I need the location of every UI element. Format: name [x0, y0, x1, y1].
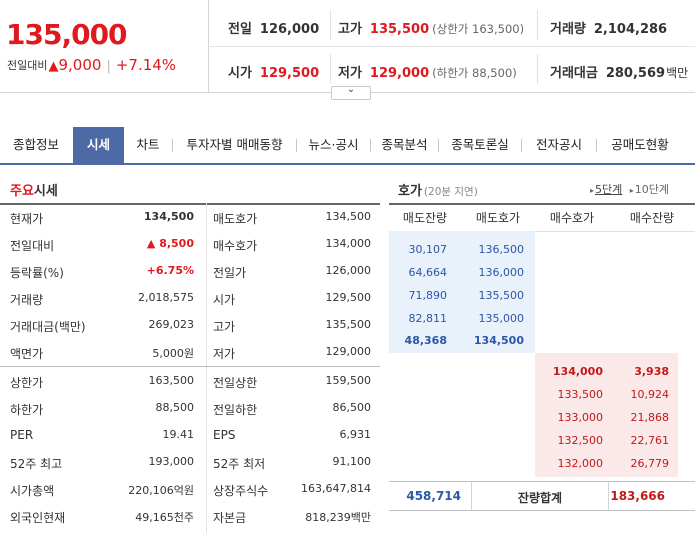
tab-bar: 종합정보 시세 차트 투자자별 매매동향 뉴스·공시 종목분석 종목토론실 전자…	[0, 127, 695, 165]
tab-quotes[interactable]: 시세	[73, 127, 124, 163]
info-open: 시가 129,500	[228, 66, 320, 81]
tab-news[interactable]: 뉴스·공시	[308, 137, 359, 152]
ask-price: 135,000	[478, 312, 525, 325]
change-label: 전일대비	[7, 59, 48, 72]
bid-qty: 10,924	[630, 388, 670, 401]
ask-price: 136,000	[478, 266, 525, 279]
ask-area	[389, 231, 535, 353]
ask-price: 134,500	[473, 334, 524, 347]
header-bid-price: 매수호가	[535, 205, 609, 231]
divider	[521, 139, 522, 152]
orderbook-totals: 458,714 잔량합계 183,666	[389, 481, 695, 511]
divider	[296, 139, 297, 152]
total-label: 잔량합계	[517, 491, 563, 505]
tab-chart[interactable]: 차트	[136, 137, 160, 152]
total-bid-qty: 183,666	[610, 489, 665, 503]
current-price-box: 135,000 전일대비▲9,000 | +7.14%	[0, 0, 209, 92]
tab-discussion[interactable]: 종목토론실	[451, 137, 509, 152]
bid-qty: 3,938	[634, 365, 669, 378]
info-high: 고가 135,500 (상한가 163,500)	[338, 22, 525, 37]
divider	[596, 139, 597, 152]
bid-price: 132,000	[557, 457, 604, 470]
table-row: 전일대비 ▲ 8,500 매수호가 134,000	[10, 237, 371, 253]
orderbook-table	[389, 203, 695, 205]
info-volume: 거래량 2,104,286	[550, 22, 668, 37]
divider: |	[106, 59, 111, 74]
orderbook-title: 호가 (20분 지연)	[398, 184, 478, 199]
divider	[206, 203, 207, 533]
header-bid-qty: 매수잔량	[609, 205, 695, 231]
ask-price: 135,500	[478, 289, 525, 302]
table-row: 현재가 134,500 매도호가 134,500	[10, 210, 371, 226]
tab-analysis[interactable]: 종목분석	[381, 137, 428, 152]
chevron-down-icon: ⌄	[346, 84, 356, 95]
price-header: 135,000 전일대비▲9,000 | +7.14% 전일 126,000 고가 13…	[0, 0, 695, 93]
step-10-link[interactable]: 10단계	[634, 183, 669, 196]
triangle-right-icon: ▸	[589, 186, 594, 195]
step-5-link[interactable]: 5단계	[594, 183, 623, 196]
divider	[537, 54, 538, 84]
divider	[172, 139, 173, 152]
ask-qty: 64,664	[408, 266, 448, 279]
table-row: 외국인현재 49,165천주 자본금 818,239백만	[10, 511, 371, 525]
divider	[438, 139, 439, 152]
header-ask-price: 매도호가	[461, 205, 535, 231]
ask-price: 136,500	[478, 243, 525, 256]
table-row: 액면가 5,000원 저가 129,000	[10, 345, 371, 361]
divider	[608, 482, 609, 510]
divider	[370, 139, 371, 152]
divider	[471, 482, 472, 510]
current-price: 135,000	[6, 18, 128, 51]
tab-short-selling[interactable]: 공매도현황	[611, 137, 669, 152]
tab-disclosure[interactable]: 전자공시	[535, 137, 582, 152]
table-row: PER 19.41 EPS 6,931	[10, 428, 371, 442]
table-row: 등락률(%) +6.75% 전일가 126,000	[10, 264, 371, 280]
divider	[0, 366, 380, 367]
ask-qty: 82,811	[408, 312, 448, 325]
divider	[537, 10, 538, 40]
bid-price: 133,000	[557, 411, 604, 424]
section-title: 주요시세	[10, 184, 58, 199]
bid-qty: 26,779	[630, 457, 670, 470]
bid-area	[535, 353, 678, 477]
orderbook-depth-toggle: ▸5단계 ▸10단계	[589, 181, 669, 197]
bid-price: 134,000	[552, 365, 603, 378]
total-ask-qty: 458,714	[406, 489, 461, 503]
divider	[330, 54, 331, 84]
ask-qty: 30,107	[408, 243, 448, 256]
table-row: 거래량 2,018,575 시가 129,500	[10, 291, 371, 307]
table-row: 시가총액 220,106억원 상장주식수 163,647,814	[10, 482, 371, 498]
bid-price: 132,500	[557, 434, 604, 447]
table-row: 52주 최고 193,000 52주 최저 91,100	[10, 455, 371, 471]
bid-qty: 21,868	[630, 411, 670, 424]
divider	[210, 46, 695, 47]
table-row: 상한가 163,500 전일상한 159,500	[10, 374, 371, 390]
up-triangle-icon: ▲	[48, 59, 59, 74]
main-quote-table: 현재가 134,500 매도호가 134,500 전일대비 ▲ 8,500 매수호가 1…	[0, 203, 380, 525]
tab-investor-trading[interactable]: 투자자별 매매동향	[186, 137, 283, 152]
header-ask-qty: 매도잔량	[389, 205, 461, 231]
change-percent: +7.14%	[115, 56, 177, 74]
table-row: 하한가 88,500 전일하한 86,500	[10, 401, 371, 417]
ask-qty: 71,890	[408, 289, 448, 302]
ask-qty: 48,368	[404, 334, 447, 347]
change-amount: 9,000	[58, 56, 102, 74]
info-trade-value: 거래대금 280,569백만	[550, 66, 689, 81]
bid-qty: 22,761	[630, 434, 670, 447]
tab-summary[interactable]: 종합정보	[12, 137, 59, 152]
info-prev-close: 전일 126,000	[228, 22, 320, 37]
table-row: 거래대금(백만) 269,023 고가 135,500	[10, 318, 371, 334]
expand-button[interactable]: ⌄	[331, 84, 371, 100]
divider	[330, 10, 331, 40]
price-change: 전일대비▲9,000 | +7.14%	[7, 56, 176, 74]
info-low: 저가 129,000 (하한가 88,500)	[338, 66, 517, 81]
divider	[389, 231, 695, 232]
bid-price: 133,500	[557, 388, 604, 401]
triangle-right-icon: ▸	[629, 186, 634, 195]
